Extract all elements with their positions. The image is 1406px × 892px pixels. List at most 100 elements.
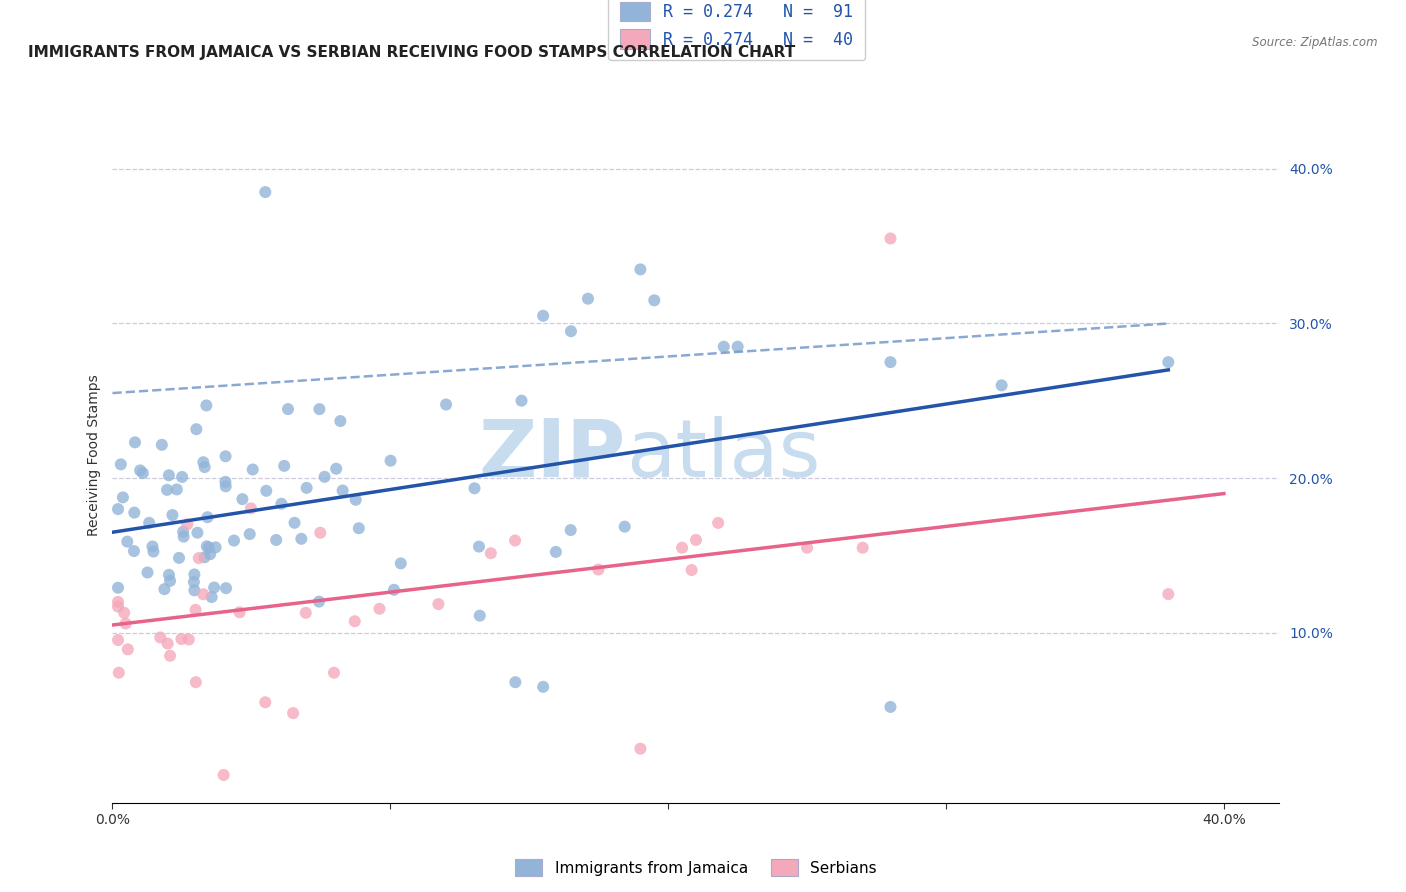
Point: [215, 479, 238, 493]
Point: [184, 675, 207, 690]
Point: [222, 533, 245, 548]
Point: [114, 616, 136, 631]
Point: [111, 491, 134, 505]
Point: [117, 642, 139, 657]
Point: [183, 574, 205, 589]
Point: [239, 527, 262, 541]
Point: [176, 517, 198, 532]
Point: [332, 483, 354, 498]
Point: [142, 544, 165, 558]
Point: [212, 768, 235, 782]
Point: [531, 680, 554, 694]
Point: [671, 541, 693, 555]
Point: [202, 581, 225, 595]
Point: [177, 632, 200, 647]
Point: [132, 466, 155, 480]
Point: [309, 525, 332, 540]
Point: [308, 594, 330, 608]
Point: [560, 523, 582, 537]
Point: [141, 540, 163, 554]
Point: [194, 460, 217, 475]
Point: [173, 530, 195, 544]
Point: [468, 540, 491, 554]
Text: ZIP: ZIP: [478, 416, 626, 494]
Point: [107, 502, 129, 516]
Point: [434, 397, 457, 411]
Point: [197, 510, 219, 524]
Point: [796, 541, 818, 555]
Point: [254, 695, 277, 709]
Point: [277, 402, 299, 417]
Point: [254, 185, 277, 199]
Point: [273, 458, 295, 473]
Point: [879, 700, 901, 714]
Point: [214, 475, 236, 489]
Point: [166, 483, 188, 497]
Point: [264, 533, 287, 547]
Point: [153, 582, 176, 596]
Point: [138, 516, 160, 530]
Point: [198, 541, 221, 555]
Point: [576, 292, 599, 306]
Point: [107, 633, 129, 648]
Point: [382, 582, 405, 597]
Point: [314, 470, 336, 484]
Point: [281, 706, 304, 720]
Point: [1157, 587, 1180, 601]
Point: [290, 532, 312, 546]
Point: [990, 378, 1012, 392]
Point: [479, 546, 502, 560]
Point: [170, 632, 193, 646]
Point: [124, 435, 146, 450]
Point: [129, 463, 152, 477]
Text: Source: ZipAtlas.com: Source: ZipAtlas.com: [1253, 36, 1378, 49]
Point: [184, 603, 207, 617]
Point: [157, 468, 180, 483]
Point: [187, 551, 209, 566]
Point: [879, 231, 901, 245]
Point: [685, 533, 707, 547]
Point: [156, 483, 179, 497]
Point: [172, 524, 194, 539]
Point: [198, 547, 221, 561]
Point: [124, 506, 146, 520]
Point: [107, 581, 129, 595]
Point: [879, 355, 901, 369]
Point: [162, 508, 184, 522]
Point: [110, 458, 132, 472]
Point: [167, 550, 190, 565]
Point: [344, 492, 367, 507]
Point: [193, 455, 215, 469]
Point: [468, 608, 491, 623]
Point: [368, 601, 391, 615]
Point: [531, 309, 554, 323]
Point: [215, 581, 238, 595]
Point: [308, 402, 330, 417]
Point: [343, 614, 366, 628]
Point: [628, 262, 651, 277]
Y-axis label: Receiving Food Stamps: Receiving Food Stamps: [87, 374, 101, 536]
Point: [323, 665, 346, 680]
Point: [681, 563, 703, 577]
Point: [150, 438, 173, 452]
Point: [325, 461, 347, 475]
Point: [329, 414, 352, 428]
Point: [347, 521, 370, 535]
Point: [156, 636, 179, 650]
Text: atlas: atlas: [626, 416, 820, 494]
Point: [239, 501, 262, 516]
Point: [503, 533, 526, 548]
Point: [149, 631, 172, 645]
Point: [117, 534, 139, 549]
Point: [707, 516, 730, 530]
Point: [727, 340, 749, 354]
Point: [228, 605, 250, 619]
Point: [122, 544, 145, 558]
Point: [380, 453, 402, 467]
Point: [628, 741, 651, 756]
Point: [172, 470, 194, 484]
Point: [193, 587, 215, 601]
Point: [510, 393, 533, 408]
Point: [195, 399, 218, 413]
Legend: Immigrants from Jamaica, Serbians: Immigrants from Jamaica, Serbians: [506, 850, 886, 886]
